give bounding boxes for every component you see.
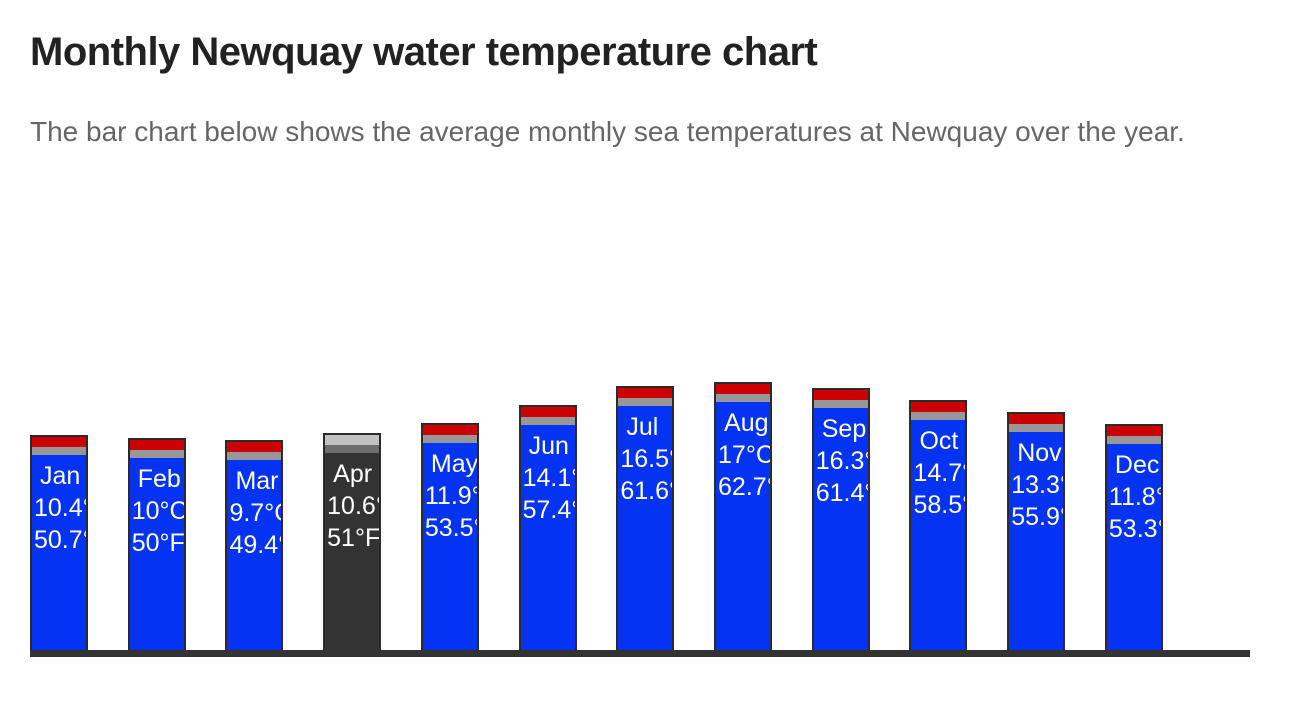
bar-celsius-label: 10°C: [131, 497, 186, 525]
bar-celsius-label: 14.7°C: [913, 459, 965, 487]
bar-labels: Jul 16.5°C 61.6°F: [618, 406, 672, 507]
bar-cap-gray: [813, 400, 868, 408]
bar-month-label: Jul: [626, 413, 659, 441]
bar-cap-red: [422, 425, 477, 435]
bar-month-label: Oct: [919, 427, 959, 455]
bar-cap-gray: [1009, 424, 1064, 432]
bar-month-label: Jun: [528, 432, 569, 460]
bar: May 11.9°C 53.5°F: [420, 423, 479, 650]
bar-fahrenheit-label: 50°F: [131, 529, 185, 557]
bar-cap-red: [129, 440, 184, 450]
bar-labels: May 11.9°C 53.5°F: [423, 443, 477, 544]
bar-labels: Dec 11.8°C 53.3°F: [1107, 444, 1161, 545]
bar-cap-gray: [32, 447, 86, 455]
bar-fahrenheit-label: 62.7°F: [718, 473, 770, 501]
bar-month-label: Aug: [724, 409, 769, 437]
bar-labels: Oct 14.7°C 58.5°F: [911, 420, 965, 521]
bar-cap-red: [716, 384, 771, 394]
bar-cap-red: [227, 442, 282, 452]
bar-celsius-label: 14.1°C: [522, 464, 575, 492]
bar-celsius-label: 11.8°C: [1108, 483, 1161, 511]
bar-fahrenheit-label: 50.7°F: [34, 526, 86, 554]
bar: Jun 14.1°C 57.4°F: [518, 405, 577, 650]
bar-cap-gray: [618, 398, 673, 406]
bar-fahrenheit-label: 49.4°F: [229, 531, 281, 559]
bar-fahrenheit-label: 51°F: [327, 524, 381, 552]
bar-cap-red: [813, 390, 868, 400]
chart-baseline: [30, 650, 1250, 657]
bar-chart: Jan 10.4°C 50.7°F Feb 10°C 50°F Mar 9.7°…: [30, 370, 1250, 657]
bar-fahrenheit-label: 57.4°F: [522, 496, 575, 524]
bar-month-label: May: [430, 450, 479, 478]
bar-cap-red: [1009, 414, 1064, 424]
bar-fahrenheit-label: 53.3°F: [1108, 515, 1161, 543]
bar-fahrenheit-label: 61.4°F: [815, 479, 868, 507]
bar-fahrenheit-label: 61.6°F: [620, 477, 672, 505]
bar-celsius-label: 10.4°C: [34, 494, 86, 522]
bar-celsius-label: 10.6°C: [327, 492, 379, 520]
bar-cap-gray: [129, 450, 184, 458]
bar-month-label: Dec: [1114, 451, 1160, 479]
bar-cap-red: [32, 437, 86, 447]
bar-cap-gray: [325, 445, 380, 453]
bar: Dec 11.8°C 53.3°F: [1104, 424, 1163, 650]
bar-cap-gray: [1106, 436, 1161, 444]
bar-labels: Aug 17°C 62.7°F: [716, 402, 770, 503]
bar-labels: Sep 16.3°C 61.4°F: [814, 408, 868, 509]
bar: Sep 16.3°C 61.4°F: [811, 388, 870, 650]
bar-month-label: Apr: [333, 460, 373, 488]
bar-labels: Jun 14.1°C 57.4°F: [521, 425, 575, 526]
bar-celsius-label: 13.3°C: [1011, 471, 1063, 499]
bar-labels: Feb 10°C 50°F: [130, 458, 184, 559]
bar: Oct 14.7°C 58.5°F: [909, 400, 968, 650]
bar-fahrenheit-label: 53.5°F: [424, 514, 477, 542]
bar-celsius-label: 17°C: [718, 441, 773, 469]
bar-cap-red: [520, 407, 575, 417]
bar-month-label: Feb: [137, 465, 181, 493]
bar-month-label: Mar: [235, 467, 279, 495]
bar-labels: Apr 10.6°C 51°F: [325, 453, 379, 554]
bar-cap-gray: [716, 394, 771, 402]
bar-labels: Nov 13.3°C 55.9°F: [1009, 432, 1063, 533]
bar-labels: Jan 10.4°C 50.7°F: [32, 455, 86, 556]
bar-cap-red: [911, 402, 966, 412]
page-title: Monthly Newquay water temperature chart: [30, 30, 818, 74]
bar-cap-gray: [520, 417, 575, 425]
bars-row: Jan 10.4°C 50.7°F Feb 10°C 50°F Mar 9.7°…: [30, 370, 1163, 650]
bar: Jan 10.4°C 50.7°F: [30, 435, 88, 650]
bar-celsius-label: 11.9°C: [424, 482, 477, 510]
bar-month-label: Nov: [1017, 439, 1062, 467]
bar-cap-red: [325, 435, 380, 445]
bar-cap-red: [1106, 426, 1161, 436]
bar: Aug 17°C 62.7°F: [714, 382, 773, 650]
bar-celsius-label: 9.7°C: [229, 499, 281, 527]
bar-fahrenheit-label: 58.5°F: [913, 491, 965, 519]
bar: Mar 9.7°C 49.4°F: [225, 440, 284, 650]
bar-month-label: Jan: [40, 462, 81, 490]
bar-fahrenheit-label: 55.9°F: [1011, 503, 1063, 531]
page-subtitle: The bar chart below shows the average mo…: [30, 116, 1185, 147]
bar-celsius-label: 16.5°C: [620, 445, 672, 473]
bar-month-label: Sep: [821, 415, 867, 443]
bar: Nov 13.3°C 55.9°F: [1007, 412, 1066, 650]
bar-cap-gray: [911, 412, 966, 420]
bar-celsius-label: 16.3°C: [815, 447, 868, 475]
bar: Feb 10°C 50°F: [127, 438, 186, 650]
bar-cap-red: [618, 388, 673, 398]
bar: Jul 16.5°C 61.6°F: [616, 386, 675, 650]
bar-cap-gray: [227, 452, 282, 460]
bar-labels: Mar 9.7°C 49.4°F: [227, 460, 281, 561]
bar: Apr 10.6°C 51°F: [323, 433, 382, 650]
bar-cap-gray: [422, 435, 477, 443]
